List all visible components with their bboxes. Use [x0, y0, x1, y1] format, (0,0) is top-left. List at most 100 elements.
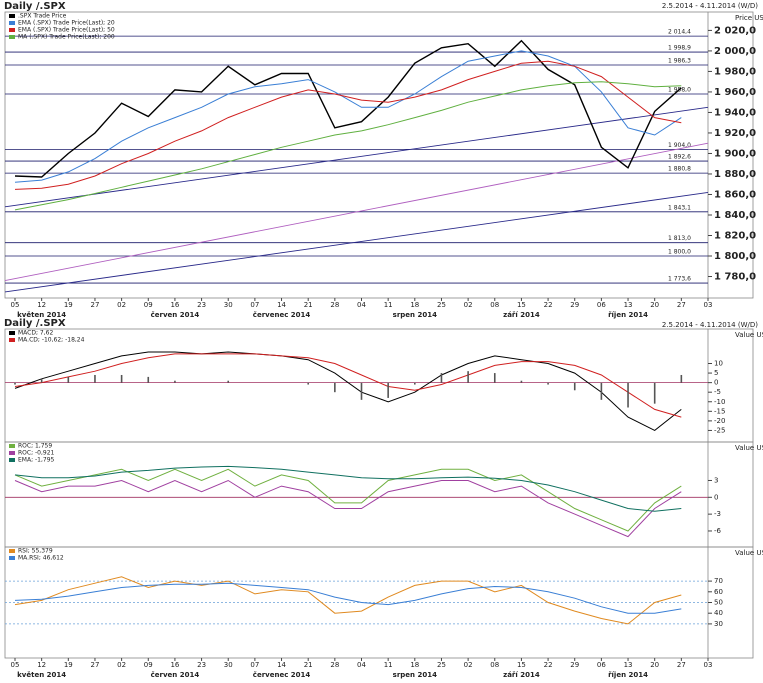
histogram-bar: [387, 382, 389, 398]
legend-label: MACD; 7,62: [18, 330, 53, 337]
y-tick-label: 1 920,0: [714, 128, 756, 139]
axis-title: Value USD: [735, 549, 763, 557]
month-label: říjen 2014: [608, 311, 648, 319]
x-tick-label: 06: [597, 301, 606, 309]
histogram-bar: [627, 382, 629, 408]
x-tick-label: 28: [330, 301, 339, 309]
axis-title: Value USD: [735, 331, 763, 339]
x-tick-label: 14: [277, 301, 286, 309]
legend-swatch: [9, 331, 15, 335]
x-tick-label: 30: [224, 301, 233, 309]
x-tick-label: 05: [11, 301, 20, 309]
x-tick-label: 04: [357, 301, 366, 309]
histogram-bar: [40, 378, 43, 383]
y-tick-label: -5: [714, 388, 721, 396]
legend-swatch: [9, 556, 15, 560]
legend-label: MA (.SPX) Trade Price(Last); 200: [18, 34, 115, 41]
x-tick-label: 27: [677, 301, 686, 309]
y-tick-label: 1 880,0: [714, 169, 756, 180]
level-label: 1 843,1: [668, 204, 691, 211]
month-label: květen 2014: [17, 671, 66, 679]
x-tick-label: 21: [304, 301, 313, 309]
y-tick-label: -20: [714, 417, 725, 425]
month-label: září 2014: [503, 311, 540, 319]
legend-label: RSI; 55,379: [18, 548, 53, 555]
histogram-bar: [600, 382, 603, 400]
x-tick-label: 29: [570, 661, 579, 669]
month-label: srpen 2014: [393, 311, 437, 319]
histogram-bar: [467, 371, 469, 383]
y-tick-label: 30: [714, 620, 723, 628]
legend-label: ROC; 1,759: [18, 443, 52, 450]
y-tick-label: 1 780,0: [714, 272, 756, 283]
y-tick-label: 1 800,0: [714, 251, 756, 262]
x-tick-label: 09: [144, 301, 153, 309]
x-tick-label: 04: [357, 661, 366, 669]
histogram-bar: [547, 382, 549, 385]
x-tick-label: 29: [570, 301, 579, 309]
series-line: [14, 468, 682, 532]
x-tick-label: 02: [117, 661, 126, 669]
x-tick-label: 12: [37, 301, 46, 309]
histogram-bar: [120, 374, 123, 383]
y-tick-label: 0: [714, 493, 718, 501]
histogram-bar: [174, 380, 176, 383]
x-tick-label: 14: [277, 661, 286, 669]
y-tick-label: -15: [714, 407, 725, 415]
y-tick-label: 5: [714, 369, 718, 377]
legend-label: .SPX Trade Price: [18, 13, 67, 20]
y-tick-label: 70: [714, 577, 723, 585]
x-tick-label: 12: [37, 661, 46, 669]
legend-swatch: [9, 21, 15, 25]
x-tick-label: 27: [91, 301, 100, 309]
y-tick-label: 1 840,0: [714, 210, 756, 221]
y-tick-label: -3: [714, 510, 721, 518]
x-tick-label: 03: [704, 661, 713, 669]
x-tick-label: 08: [490, 301, 499, 309]
y-tick-label: -10: [714, 398, 725, 406]
y-tick-label: 2 020,0: [714, 25, 756, 36]
legend-swatch: [9, 451, 15, 455]
x-tick-label: 21: [304, 661, 313, 669]
series-line: [14, 81, 682, 211]
x-tick-label: 22: [544, 661, 553, 669]
x-tick-label: 15: [517, 301, 526, 309]
legend-swatch: [9, 35, 15, 39]
month-label: květen 2014: [17, 311, 66, 319]
x-tick-label: 06: [597, 661, 606, 669]
series-line: [14, 353, 682, 418]
x-tick-label: 25: [437, 301, 446, 309]
level-label: 1 880,8: [668, 166, 691, 173]
level-label: 1 773,6: [668, 276, 691, 283]
legend-swatch: [9, 28, 15, 32]
x-tick-label: 05: [11, 661, 20, 669]
y-tick-label: -6: [714, 527, 722, 535]
histogram-bar: [334, 382, 336, 393]
month-label: září 2014: [503, 671, 540, 679]
chart-title: Daily /.SPX: [4, 1, 66, 12]
trendline: [4, 191, 709, 293]
legend-label: EMA (.SPX) Trade Price(Last); 20: [18, 20, 115, 27]
x-tick-label: 19: [64, 301, 73, 309]
level-label: 2 014,4: [668, 29, 691, 36]
x-tick-label: 11: [384, 661, 393, 669]
month-label: červen 2014: [151, 311, 200, 319]
legend-label: ROC; -0,921: [18, 450, 55, 457]
x-tick-label: 22: [544, 301, 553, 309]
month-label: červen 2014: [151, 671, 200, 679]
y-tick-label: 2 000,0: [714, 46, 756, 57]
series-line: [14, 576, 682, 625]
series-line: [14, 50, 682, 183]
y-tick-label: 1 980,0: [714, 66, 756, 77]
y-tick-label: 3: [714, 476, 718, 484]
histogram-bar: [680, 374, 683, 383]
y-tick-label: 1 820,0: [714, 230, 756, 241]
x-tick-label: 20: [650, 661, 659, 669]
month-label: říjen 2014: [608, 671, 648, 679]
level-label: 1 892,6: [668, 154, 691, 161]
panel-frame: [4, 11, 754, 299]
x-tick-label: 20: [650, 301, 659, 309]
y-tick-label: 40: [714, 609, 723, 617]
